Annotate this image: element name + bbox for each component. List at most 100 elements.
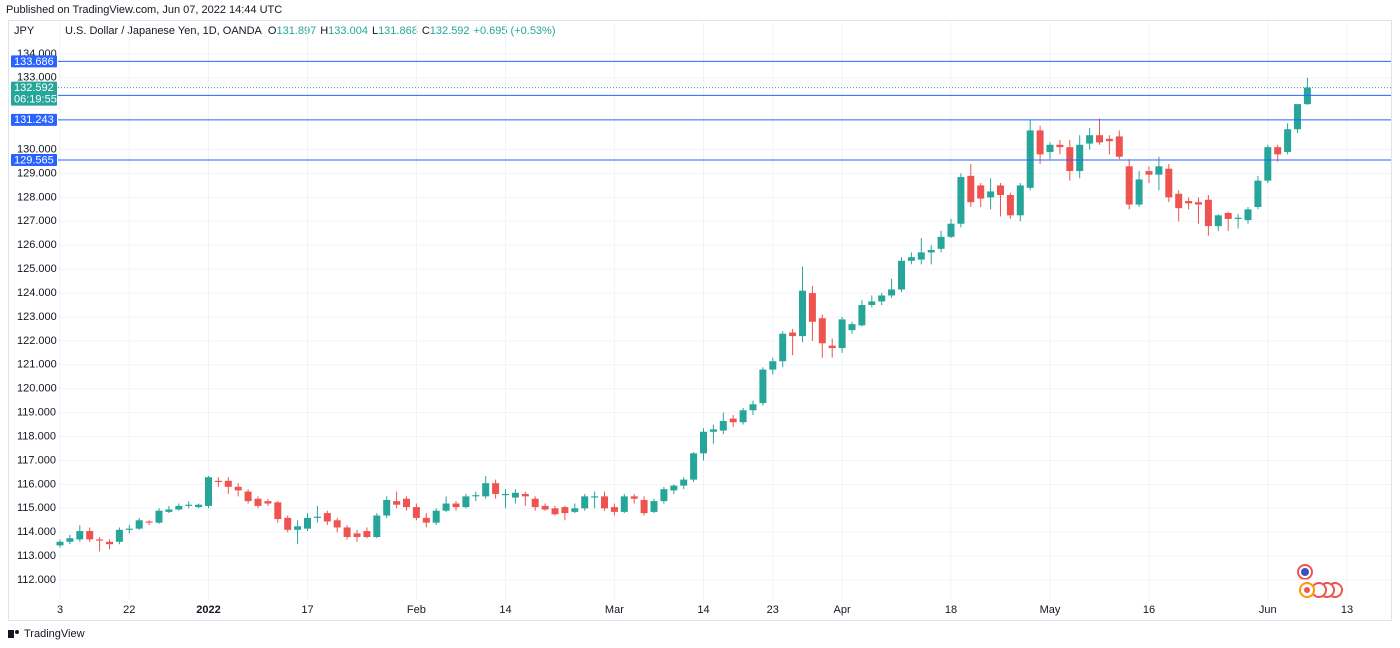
ohlc-label: H <box>320 25 329 37</box>
price-tag <box>11 113 57 126</box>
candle-body <box>502 493 509 496</box>
y-tick-label: 126.000 <box>17 239 57 251</box>
candle-body <box>719 421 727 431</box>
change: +0.695 (+0.53%) <box>473 25 556 37</box>
y-tick-label: 114.000 <box>17 526 56 538</box>
candle-body <box>264 501 272 504</box>
candle-body <box>828 345 836 349</box>
x-tick-label: Jun <box>1259 604 1277 616</box>
x-tick-label: Apr <box>834 604 851 616</box>
candle-body <box>977 185 985 199</box>
candle-body <box>274 502 282 520</box>
candle-body <box>1096 135 1103 143</box>
candle-body <box>125 528 133 530</box>
y-tick-label: 115.000 <box>17 502 56 514</box>
candle-body <box>155 510 163 523</box>
candle-body <box>729 418 737 423</box>
candle-body <box>1224 212 1232 219</box>
candle-body <box>1125 166 1133 205</box>
x-tick-label: 13 <box>1341 604 1353 616</box>
candle-body <box>997 185 1004 196</box>
candle-body <box>581 496 589 509</box>
candle-body <box>1264 147 1272 181</box>
candle-body <box>1016 185 1024 216</box>
candle-body <box>106 541 113 545</box>
candle-body <box>214 480 222 483</box>
candle-body <box>957 177 965 224</box>
candle-body <box>96 539 104 541</box>
candle-body <box>1165 168 1173 198</box>
candle-body <box>244 491 252 502</box>
y-tick-label: 112.000 <box>17 574 56 586</box>
y-tick-label: 133.000 <box>17 72 57 84</box>
price-tag <box>11 153 57 166</box>
candle-body <box>175 505 183 510</box>
x-tick-label: 14 <box>697 604 709 616</box>
x-tick-label: Mar <box>605 604 624 616</box>
candle-body <box>1105 138 1113 142</box>
candle-body <box>1175 193 1183 209</box>
candle-body <box>878 295 886 302</box>
candle-body <box>373 515 381 538</box>
x-tick-label: May <box>1040 604 1061 616</box>
x-tick-label: 23 <box>767 604 779 616</box>
candle-body <box>1145 171 1153 175</box>
candle-body <box>601 496 608 509</box>
candle-body <box>571 508 579 512</box>
candle-body <box>66 538 74 542</box>
frame <box>8 20 1392 621</box>
logo-mark <box>15 630 19 634</box>
candle-body <box>1244 209 1252 221</box>
y-tick-label: 130.000 <box>17 143 57 155</box>
candle-body <box>690 453 698 480</box>
candle-body <box>789 332 797 337</box>
candle-body <box>987 191 995 198</box>
candle-body <box>660 489 668 502</box>
y-tick-label: 121.000 <box>17 359 57 371</box>
tv-logo <box>8 630 19 638</box>
candle-body <box>808 293 816 322</box>
candle-body <box>907 257 915 261</box>
y-tick-label: 127.000 <box>17 215 57 227</box>
x-tick-label: 3 <box>57 604 63 616</box>
candle-body <box>412 507 420 518</box>
x-tick-label: Feb <box>407 604 426 616</box>
price-tag <box>11 55 57 68</box>
candle-body <box>482 483 490 497</box>
candle-body <box>1234 217 1242 219</box>
candle-body <box>452 503 460 508</box>
candle-body <box>1036 130 1044 155</box>
candle-body <box>898 260 905 290</box>
candle-body <box>521 493 529 497</box>
candle-body <box>363 531 371 538</box>
candle-body <box>353 533 361 538</box>
y-tick-label: 117.000 <box>17 454 56 466</box>
candle-body <box>888 289 896 296</box>
grid <box>58 22 1391 600</box>
candle-body <box>323 513 331 522</box>
candle-body <box>224 480 232 487</box>
candle-body <box>1115 136 1123 157</box>
x-tick-label: 18 <box>945 604 957 616</box>
candle-body <box>937 236 945 249</box>
price-tag-label: 131.243 <box>14 114 54 126</box>
ohlc-value: 133.004 <box>328 25 368 37</box>
candle-body <box>294 526 302 530</box>
flags <box>1297 564 1343 598</box>
candle-body <box>383 499 391 516</box>
candle-body <box>868 301 876 306</box>
y-tick-label: 113.000 <box>17 550 56 562</box>
candle-body <box>591 496 599 498</box>
candle-body <box>511 492 519 498</box>
countdown: 06:19:55 <box>14 93 57 105</box>
candle-body <box>393 501 401 505</box>
candle-body <box>462 496 470 508</box>
candle-body <box>472 495 480 497</box>
candle-body <box>700 431 707 454</box>
candle-body <box>492 483 500 494</box>
ohlc-label: O <box>267 25 277 37</box>
candle-body <box>561 507 569 514</box>
symbol: JPY <box>14 25 35 37</box>
